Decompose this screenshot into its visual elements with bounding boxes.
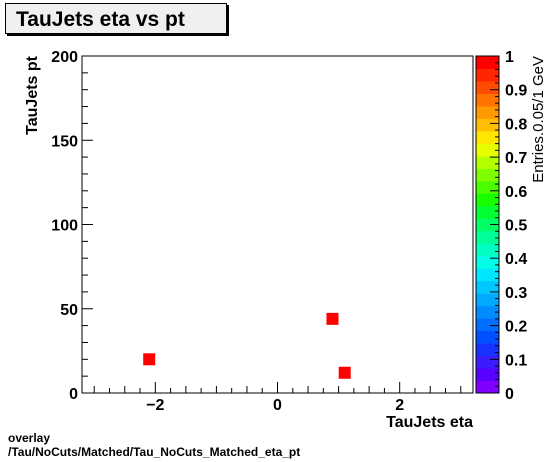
footer-overlay-label: overlay (8, 431, 51, 445)
color-scale-band (476, 318, 499, 332)
x-tick-label: 0 (273, 397, 282, 414)
color-scale-band (476, 118, 499, 132)
color-scale-tick-label: 0.5 (505, 218, 527, 235)
color-scale-tick-label: 0.7 (505, 150, 527, 167)
color-scale-tick-label: 0.8 (505, 116, 527, 133)
color-scale-band (476, 230, 499, 244)
color-scale-band (476, 80, 499, 94)
color-scale-tick-label: 1 (505, 49, 514, 66)
color-scale-band (476, 105, 499, 119)
color-scale-band (476, 268, 499, 282)
y-axis: 0 50 100 150 200 (51, 49, 93, 403)
color-scale-band (476, 255, 499, 269)
chart-title: TauJets eta vs pt (16, 8, 185, 31)
color-scale-band (476, 56, 499, 69)
color-scale-band (476, 168, 499, 182)
data-points (143, 312, 351, 379)
color-scale-band (476, 368, 499, 382)
color-scale-band (476, 93, 499, 107)
color-scale-tick-label: 0.9 (505, 83, 527, 100)
color-scale-axis: 0 0.1 0.2 0.3 0.4 0.5 0.6 0.7 0.8 0.9 1 (490, 49, 527, 403)
color-scale-band (476, 130, 499, 144)
plot-frame (81, 55, 474, 394)
data-point (143, 353, 156, 366)
y-tick-label: 0 (69, 386, 78, 403)
x-axis-label: TauJets eta (386, 414, 473, 431)
color-scale-tick-label: 0.2 (505, 319, 527, 336)
x-tick-label: −2 (146, 397, 164, 414)
color-scale-band (476, 305, 499, 319)
x-axis: −2 0 2 (93, 382, 462, 414)
color-scale-tick-label: 0.6 (505, 184, 527, 201)
color-scale (475, 55, 500, 394)
color-scale-band (476, 218, 499, 232)
color-scale-band (476, 155, 499, 169)
color-scale-tick-label: 0.3 (505, 285, 527, 302)
color-scale-band (476, 280, 499, 294)
data-point (338, 366, 351, 379)
color-scale-band (476, 243, 499, 257)
color-scale-tick-label: 0.4 (505, 251, 527, 268)
color-scale-label: Entries.0.05/1 GeV (530, 56, 546, 183)
color-scale-band (476, 68, 499, 82)
color-scale-band (476, 293, 499, 307)
y-tick-label: 200 (51, 49, 78, 66)
color-scale-band (476, 380, 499, 394)
y-tick-label: 100 (51, 218, 78, 235)
color-scale-band (476, 205, 499, 219)
data-point (326, 312, 339, 325)
x-tick-label: 2 (395, 397, 404, 414)
chart-title-box: TauJets eta vs pt (5, 3, 227, 34)
y-tick-label: 150 (51, 133, 78, 150)
color-scale-band (476, 355, 499, 369)
color-scale-band (476, 143, 499, 157)
color-scale-tick-label: 0 (505, 386, 514, 403)
color-scale-tick-label: 0.1 (505, 352, 527, 369)
color-scale-band (476, 193, 499, 207)
color-scale-band (476, 330, 499, 344)
color-scale-band (476, 180, 499, 194)
color-scale-band (476, 343, 499, 357)
footer-path-label: /Tau/NoCuts/Matched/Tau_NoCuts_Matched_e… (8, 445, 301, 459)
y-tick-label: 50 (60, 302, 78, 319)
y-axis-label: TauJets pt (24, 55, 41, 135)
